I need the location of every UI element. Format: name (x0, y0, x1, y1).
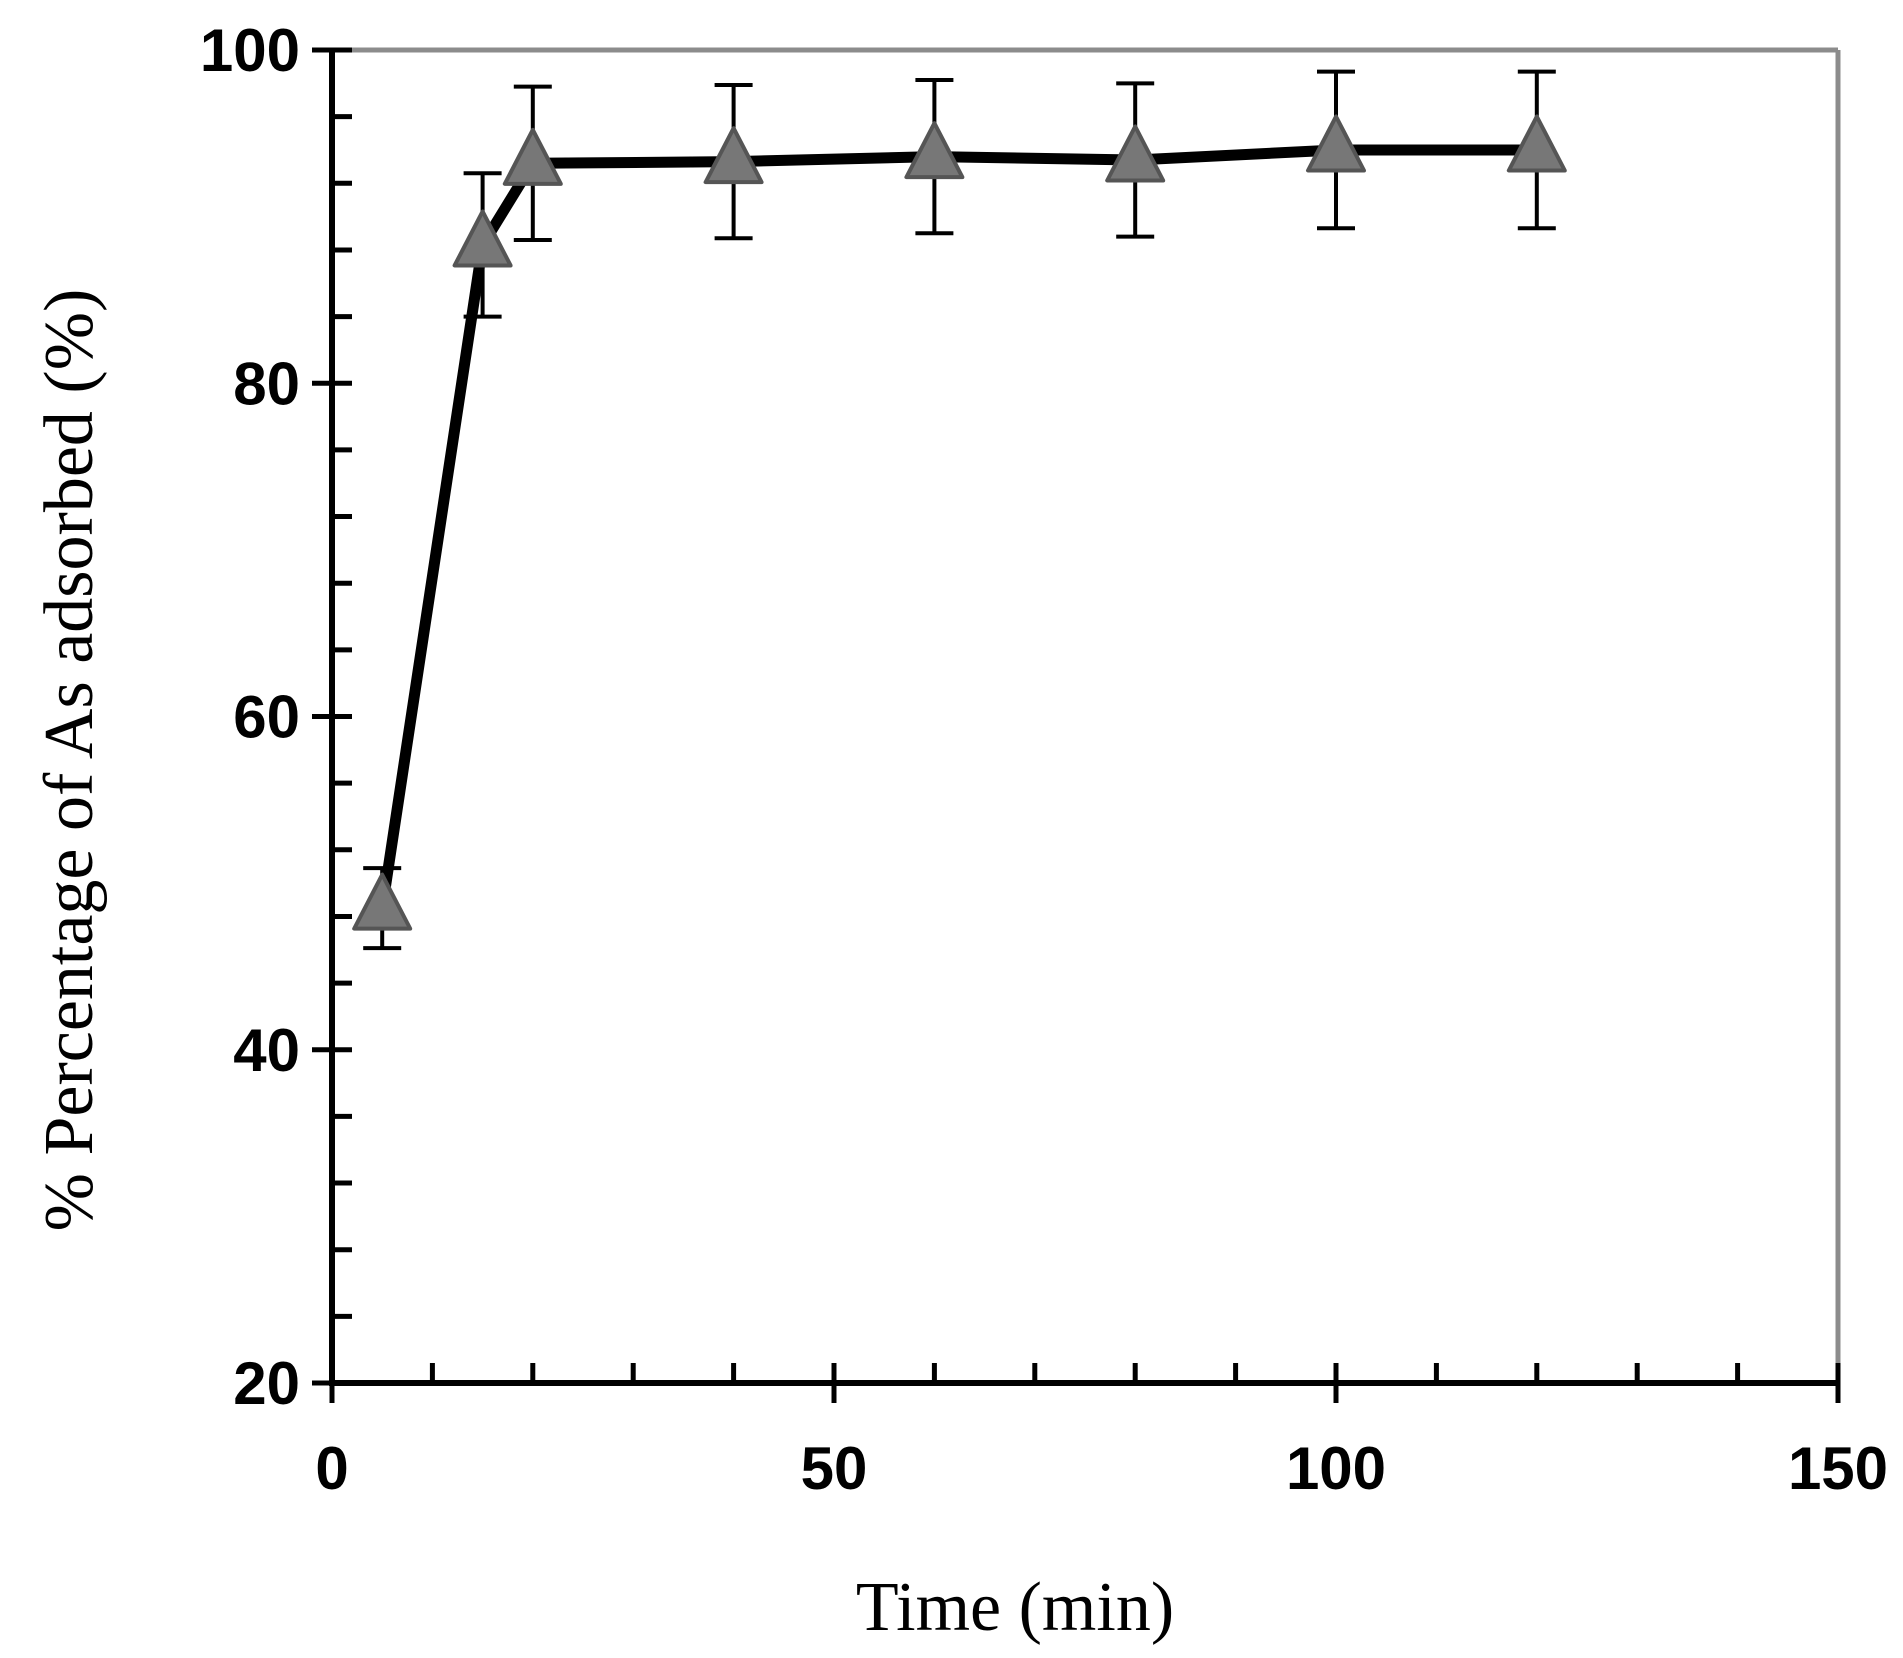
data-point-marker (1105, 124, 1166, 183)
x-tick-label: 0 (315, 1435, 348, 1502)
data-point-marker (452, 209, 513, 268)
y-axis-title: % Percentage of As adsorbed (%) (31, 289, 108, 1232)
series-line (376, 144, 1537, 909)
data-point-marker (703, 126, 764, 185)
data-point-marker (1506, 114, 1567, 173)
data-point-marker (352, 872, 413, 931)
x-tick-label: 100 (1286, 1435, 1386, 1502)
y-tick-label: 60 (233, 684, 300, 751)
data-point-marker (1306, 114, 1366, 173)
axis-ticks (312, 47, 1841, 1403)
y-tick-label: 80 (233, 350, 300, 417)
tick-labels: 20 40 60 80 100 0 50 100 150 (200, 17, 1888, 1502)
x-tick-label: 150 (1788, 1435, 1888, 1502)
plot-frame (329, 47, 1841, 1386)
y-tick-label: 100 (200, 17, 300, 84)
data-point-marker (904, 121, 965, 180)
data-series (352, 69, 1567, 951)
y-tick-label: 40 (233, 1017, 300, 1084)
x-axis-title: Time (min) (856, 1569, 1174, 1646)
data-point-marker (502, 127, 563, 186)
x-tick-label: 50 (801, 1435, 868, 1502)
y-tick-label: 20 (233, 1350, 300, 1417)
